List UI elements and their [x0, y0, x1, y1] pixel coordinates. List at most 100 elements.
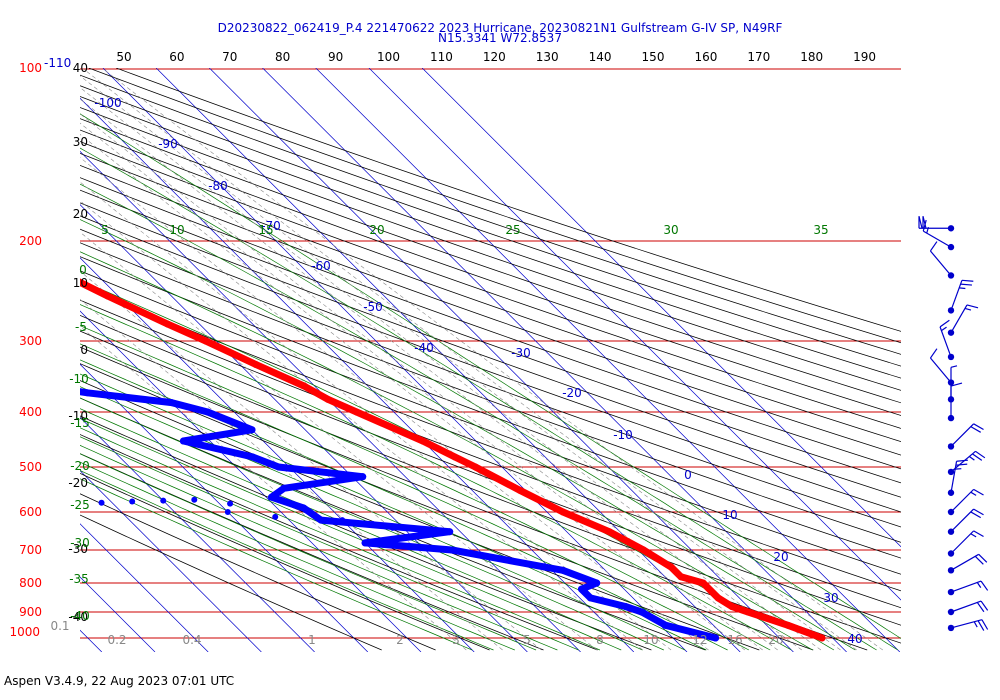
dry-adiabat-line	[80, 96, 901, 379]
temperature-profile-point	[252, 361, 260, 369]
top-axis-label: 110	[430, 50, 453, 64]
left-temp-label: 40	[73, 61, 88, 75]
dry-adiabat-line	[80, 397, 706, 651]
dry-adiabat-line	[80, 215, 901, 513]
temperature-profile-point	[818, 634, 826, 642]
dewpoint-scatter-point	[98, 499, 105, 506]
moist-adiabat-line	[80, 470, 494, 651]
pressure-label-900: 900	[19, 605, 42, 619]
wind-barb	[918, 216, 955, 232]
dewpoint-profile-point	[638, 608, 646, 616]
chart-title-line1: D20230822_062419_P.4 221470622 2023 Hurr…	[217, 21, 783, 35]
isotherm-line	[80, 470, 262, 652]
wind-barb	[947, 459, 968, 496]
dewpoint-profile-point	[662, 621, 670, 629]
theta-e-label-top: 25	[505, 223, 520, 237]
isotherm-label: -20	[562, 386, 582, 400]
top-axis-label: 50	[116, 50, 131, 64]
dewpoint-scatter-point	[224, 509, 231, 515]
mixing-ratio-line	[103, 68, 883, 651]
mixing-ratio-label: 1	[308, 633, 316, 647]
dewpoint-profile-point	[204, 408, 212, 416]
temperature-profile-point	[451, 453, 459, 461]
top-axis-label: 80	[275, 50, 290, 64]
moist-adiabat-line	[80, 183, 877, 651]
isotherm-label: -80	[208, 179, 228, 193]
temperature-profile-point	[471, 463, 479, 471]
moist-adiabat-line	[80, 343, 750, 651]
dry-adiabat-line	[116, 68, 901, 332]
pressure-label-500: 500	[19, 460, 42, 474]
theta-e-label-top: 35	[813, 223, 828, 237]
moist-adiabat-line	[80, 251, 835, 651]
temperature-profile-point	[419, 437, 427, 445]
dewpoint-profile-point	[299, 504, 307, 512]
theta-e-label-top: 20	[369, 223, 384, 237]
isotherm-line	[80, 310, 422, 652]
dewpoint-profile-point	[83, 389, 91, 397]
isotherm-line	[80, 257, 475, 652]
mixing-ratio-label: 2	[396, 633, 404, 647]
left-temp-label: -20	[68, 476, 88, 490]
pressure-label-800: 800	[19, 576, 42, 590]
dry-adiabat-line	[80, 256, 901, 559]
dry-adiabat-line	[80, 242, 901, 543]
theta-e-label-top: 15	[258, 223, 273, 237]
mixing-ratio-label: 5	[523, 633, 531, 647]
isotherm-line	[80, 363, 369, 652]
moist-adiabat-line	[80, 444, 558, 651]
temperature-profile-point	[516, 487, 524, 495]
dewpoint-profile-point	[578, 585, 586, 593]
dewpoint-profile-point	[249, 453, 257, 461]
dry-adiabat-line	[80, 107, 901, 391]
theta-e-label-left: -40	[70, 609, 90, 623]
isotherm-line	[102, 68, 688, 652]
dewpoint-profile-point	[317, 516, 325, 524]
dry-adiabat-line	[80, 141, 901, 429]
theta-e-label-top: 30	[663, 223, 678, 237]
mixing-ratio-line	[80, 87, 822, 651]
dewpoint-scatter-point	[339, 517, 346, 524]
dry-adiabat-line	[80, 177, 901, 470]
moist-adiabat-line	[80, 453, 537, 651]
mixing-ratio-line	[80, 270, 542, 651]
dry-adiabat-line	[80, 299, 901, 609]
dry-adiabat-line	[80, 129, 901, 416]
isotherm-label: -60	[311, 259, 331, 273]
top-axis-label: 70	[222, 50, 237, 64]
isotherm-line	[209, 68, 794, 652]
isotherm-label: 0	[684, 468, 692, 482]
mixing-ratio-line	[80, 133, 746, 651]
pressure-label-100: 100	[19, 61, 42, 75]
moist-adiabat-line	[80, 279, 813, 651]
moist-adiabat-line	[80, 461, 515, 651]
left-temp-label: -10	[68, 409, 88, 423]
mixing-ratio-label: 20	[768, 633, 783, 647]
theta-e-label-top: 10	[169, 223, 184, 237]
dry-adiabat-line	[80, 514, 382, 651]
wind-barb	[947, 423, 984, 450]
theta-e-label-top: 5	[101, 223, 109, 237]
dewpoint-profile-point	[359, 473, 367, 481]
temperature-profile-point	[202, 337, 210, 345]
top-axis-label: 120	[483, 50, 506, 64]
theta-e-label-left: -35	[69, 572, 89, 586]
dewpoint-profile-point	[593, 579, 601, 587]
dewpoint-profile-point	[280, 484, 288, 492]
dry-adiabat-line	[80, 434, 598, 651]
dry-adiabat-line	[80, 415, 652, 651]
mixing-ratio-label: 12	[692, 633, 707, 647]
dry-adiabat-line	[80, 453, 544, 651]
mixing-ratio-label: 8	[596, 633, 604, 647]
moist-adiabat-line	[80, 325, 771, 651]
isotherm-line	[315, 68, 901, 652]
dewpoint-profile-point	[446, 528, 454, 536]
isotherm-label: -70	[261, 219, 281, 233]
wind-barb	[939, 319, 955, 361]
left-temp-label: -40	[68, 610, 88, 624]
pressure-label-700: 700	[19, 543, 42, 557]
top-axis-label: 170	[747, 50, 770, 64]
dewpoint-profile-point	[179, 437, 187, 445]
dewpoint-scatter-point	[272, 513, 279, 520]
